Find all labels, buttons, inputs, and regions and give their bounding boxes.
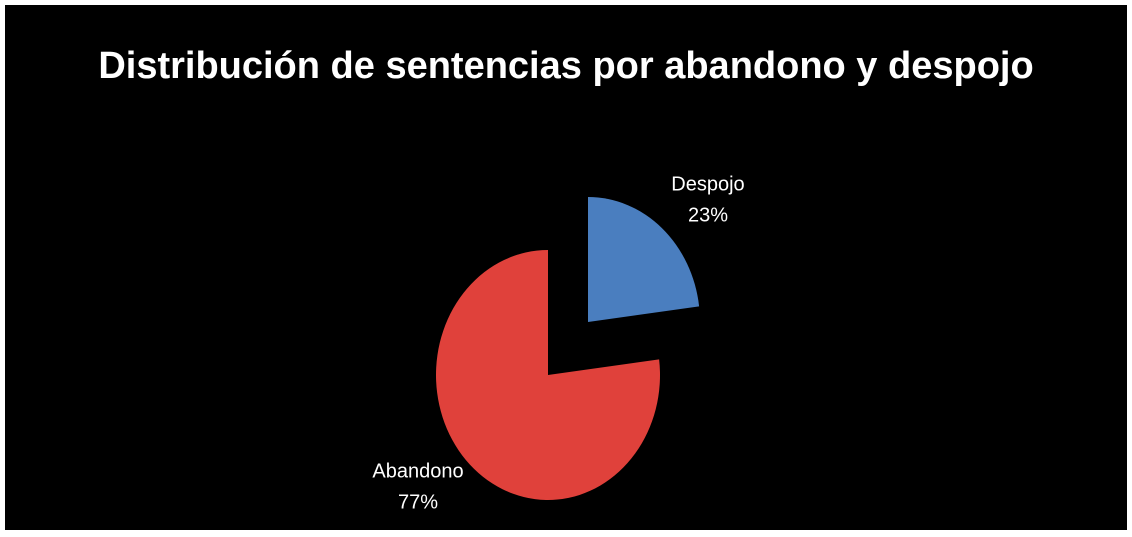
slice-label: Despojo xyxy=(671,173,744,195)
pie-slice xyxy=(436,250,660,501)
chart-title: Distribución de sentencias por abandono … xyxy=(98,45,1034,87)
slice-value-label: 23% xyxy=(688,204,728,226)
pie-slice xyxy=(588,197,700,322)
slice-value-label: 77% xyxy=(398,491,438,513)
slice-label: Abandono xyxy=(372,460,463,482)
